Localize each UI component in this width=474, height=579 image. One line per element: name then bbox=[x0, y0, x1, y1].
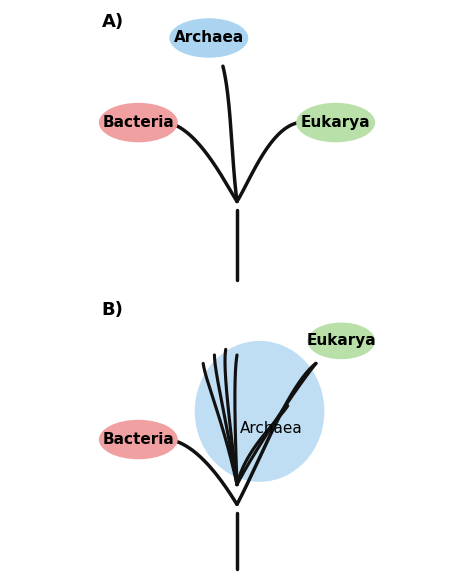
Text: Eukarya: Eukarya bbox=[301, 115, 371, 130]
Ellipse shape bbox=[195, 341, 324, 482]
Text: Eukarya: Eukarya bbox=[307, 334, 376, 349]
Text: Bacteria: Bacteria bbox=[102, 115, 174, 130]
Ellipse shape bbox=[296, 103, 375, 142]
Text: Archaea: Archaea bbox=[239, 421, 302, 436]
Ellipse shape bbox=[308, 323, 375, 359]
Text: Bacteria: Bacteria bbox=[102, 432, 174, 447]
Text: Archaea: Archaea bbox=[173, 31, 244, 46]
Ellipse shape bbox=[99, 420, 178, 459]
Text: A): A) bbox=[102, 13, 124, 31]
Ellipse shape bbox=[99, 103, 178, 142]
Text: B): B) bbox=[102, 302, 124, 320]
Ellipse shape bbox=[169, 19, 248, 58]
